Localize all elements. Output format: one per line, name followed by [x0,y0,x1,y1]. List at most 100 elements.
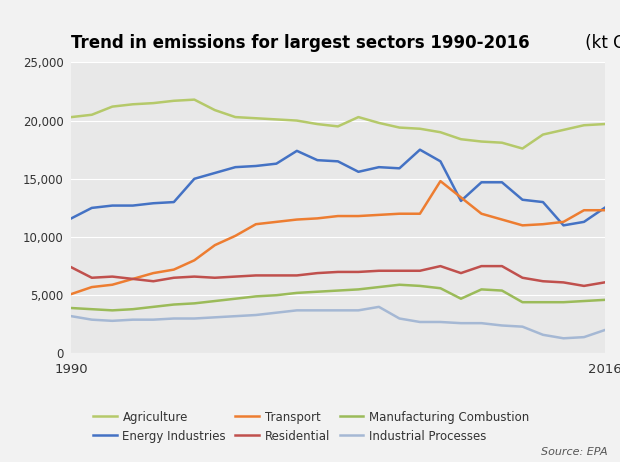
Energy Industries [108,203,116,208]
Energy Industries [375,164,383,170]
Residential [375,268,383,274]
Residential [293,273,301,278]
Manufacturing Combustion [396,282,403,287]
Manufacturing Combustion [293,290,301,296]
Industrial Processes [457,320,464,326]
Transport [108,282,116,287]
Industrial Processes [478,320,485,326]
Energy Industries [478,180,485,185]
Agriculture [498,140,506,146]
Energy Industries [498,180,506,185]
Legend: Agriculture, Energy Industries, Transport, Residential, Manufacturing Combustion: Agriculture, Energy Industries, Transpor… [88,406,534,447]
Line: Transport: Transport [71,181,604,294]
Line: Residential: Residential [71,266,604,286]
Transport [149,270,157,276]
Transport [232,233,239,238]
Energy Industries [396,165,403,171]
Text: Source: EPA: Source: EPA [541,447,608,457]
Text: Trend in emissions for largest sectors 1990-2016: Trend in emissions for largest sectors 1… [71,34,530,52]
Manufacturing Combustion [580,298,588,304]
Agriculture [170,98,177,103]
Energy Industries [273,161,280,166]
Energy Industries [314,158,321,163]
Agriculture [68,114,75,120]
Agriculture [293,118,301,123]
Agriculture [355,114,362,120]
Agriculture [539,132,547,137]
Manufacturing Combustion [519,299,526,305]
Agriculture [601,122,608,127]
Industrial Processes [436,319,444,325]
Residential [355,269,362,275]
Agriculture [519,146,526,151]
Residential [539,279,547,284]
Transport [436,178,444,184]
Manufacturing Combustion [560,299,567,305]
Industrial Processes [601,328,608,333]
Residential [252,273,260,278]
Industrial Processes [273,310,280,316]
Residential [519,275,526,280]
Energy Industries [601,205,608,211]
Industrial Processes [108,318,116,323]
Industrial Processes [560,335,567,341]
Industrial Processes [396,316,403,321]
Transport [211,243,219,248]
Manufacturing Combustion [539,299,547,305]
Agriculture [560,127,567,133]
Agriculture [252,116,260,121]
Agriculture [129,102,136,107]
Energy Industries [519,197,526,202]
Residential [314,270,321,276]
Energy Industries [129,203,136,208]
Line: Agriculture: Agriculture [71,100,604,148]
Residential [273,273,280,278]
Transport [498,217,506,222]
Industrial Processes [293,308,301,313]
Manufacturing Combustion [129,306,136,312]
Transport [539,221,547,227]
Industrial Processes [519,324,526,329]
Manufacturing Combustion [478,286,485,292]
Industrial Processes [252,312,260,318]
Transport [396,211,403,217]
Residential [436,263,444,269]
Industrial Processes [211,315,219,320]
Text: (kt CO2 equivalent): (kt CO2 equivalent) [580,34,620,52]
Residential [170,275,177,280]
Residential [129,276,136,282]
Energy Industries [560,223,567,228]
Residential [396,268,403,274]
Energy Industries [211,170,219,176]
Manufacturing Combustion [211,298,219,304]
Manufacturing Combustion [436,286,444,291]
Energy Industries [539,199,547,205]
Transport [560,219,567,225]
Manufacturing Combustion [355,286,362,292]
Transport [478,211,485,217]
Transport [88,284,95,290]
Residential [416,268,423,274]
Industrial Processes [190,316,198,321]
Energy Industries [252,163,260,169]
Transport [580,207,588,213]
Transport [519,223,526,228]
Manufacturing Combustion [149,304,157,310]
Industrial Processes [334,308,342,313]
Agriculture [108,104,116,109]
Industrial Processes [355,308,362,313]
Energy Industries [580,219,588,225]
Energy Industries [457,198,464,204]
Energy Industries [416,147,423,152]
Residential [601,280,608,285]
Agriculture [580,122,588,128]
Manufacturing Combustion [457,296,464,302]
Residential [457,270,464,276]
Agriculture [190,97,198,103]
Industrial Processes [88,317,95,322]
Agriculture [149,100,157,106]
Line: Industrial Processes: Industrial Processes [71,307,604,338]
Residential [68,265,75,270]
Transport [355,213,362,219]
Manufacturing Combustion [252,294,260,299]
